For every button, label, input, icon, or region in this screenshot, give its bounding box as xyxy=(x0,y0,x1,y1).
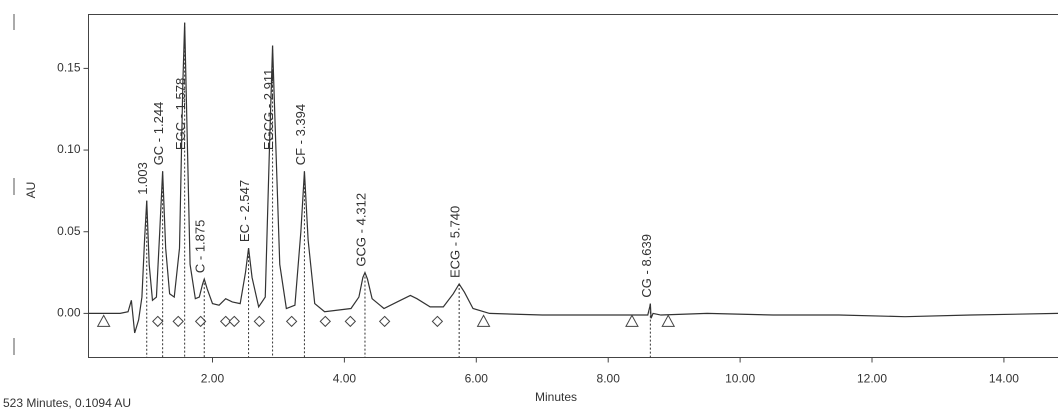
peak-label: CF - 3.394 xyxy=(293,104,308,165)
x-tick-label: 6.00 xyxy=(465,372,489,386)
event-diamond xyxy=(172,315,184,328)
event-diamond xyxy=(285,315,298,328)
y-tick-label: 0.05 xyxy=(57,224,81,238)
event-diamond xyxy=(319,315,331,328)
x-tick-label: 14.00 xyxy=(989,372,1019,386)
event-diamond xyxy=(253,315,266,328)
x-tick-label: 12.00 xyxy=(857,372,887,386)
event-diamond xyxy=(431,315,444,328)
event-triangle xyxy=(625,314,639,327)
event-triangle xyxy=(476,314,491,327)
y-axis-label: AU xyxy=(24,182,38,199)
event-diamond xyxy=(152,315,164,328)
peak-label: EGCG - 2.911 xyxy=(261,69,276,150)
event-diamond xyxy=(219,315,232,328)
x-axis-label: Minutes xyxy=(535,390,577,404)
peak-label: CG - 8.639 xyxy=(639,234,654,298)
x-tick-label: 8.00 xyxy=(597,372,621,386)
x-tick-label: 10.00 xyxy=(725,372,755,386)
status-text: 523 Minutes, 0.1094 AU xyxy=(3,396,131,410)
event-diamond xyxy=(344,315,357,328)
trace xyxy=(88,22,1058,334)
peak-label: GCG - 4.312 xyxy=(353,193,368,267)
peak-label: ECG - 5.740 xyxy=(448,206,463,278)
peak-label: EGC - 1.578 xyxy=(173,78,188,150)
y-tick-label: 0.10 xyxy=(57,142,81,156)
x-tick-label: 4.00 xyxy=(333,372,357,386)
y-tick-label: 0.15 xyxy=(57,61,81,75)
peak-label: 1.003 xyxy=(135,162,150,195)
plot-frame xyxy=(88,14,1058,358)
event-triangle xyxy=(96,314,111,327)
event-triangle xyxy=(661,314,676,327)
x-tick-label: 2.00 xyxy=(201,372,225,386)
event-diamond xyxy=(228,315,240,328)
peak-label: C - 1.875 xyxy=(193,220,208,273)
y-tick-label: 0.00 xyxy=(57,306,81,320)
event-diamond xyxy=(378,315,391,328)
peak-label: GC - 1.244 xyxy=(151,102,166,166)
peak-label: EC - 2.547 xyxy=(237,180,252,242)
